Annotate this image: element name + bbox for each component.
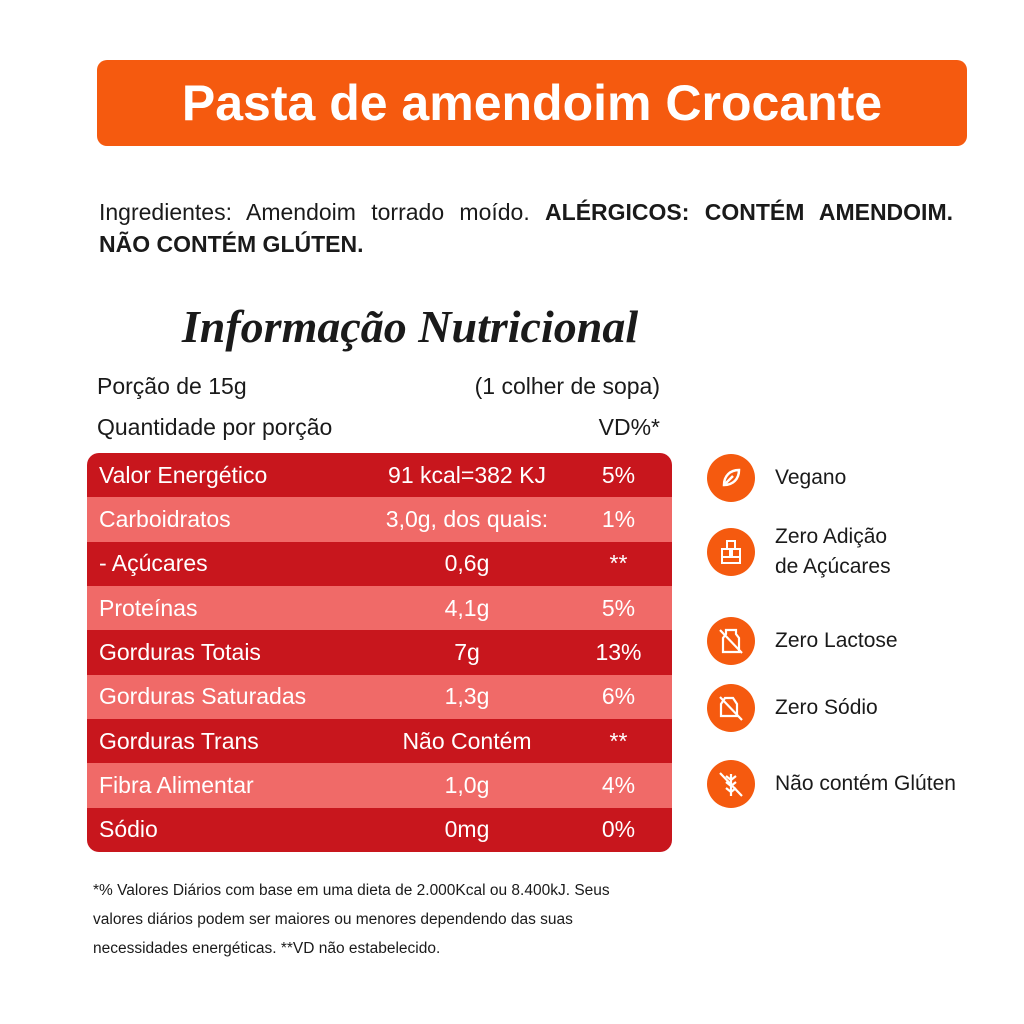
badge-line: Zero Sódio — [775, 696, 878, 719]
badge-label: Zero Adição de Açúcares — [775, 522, 891, 582]
table-row: Sódio 0mg 0% — [87, 807, 672, 852]
nutrient: - Açúcares — [99, 550, 208, 577]
badge-line: Zero Lactose — [775, 629, 898, 652]
nutrition-title: Informação Nutricional — [181, 301, 639, 352]
table-row: Valor Energético 91 kcal=382 KJ 5% — [87, 453, 672, 498]
daily-value: 0% — [601, 816, 636, 843]
portion-row: Porção de 15g (1 colher de sopa) — [97, 373, 660, 400]
badge: Zero Adição de Açúcares — [707, 522, 891, 582]
badge-label: Não contém Glúten — [775, 769, 956, 799]
daily-value: 4% — [601, 771, 636, 798]
nutrient: Carboidratos — [99, 505, 231, 532]
table-row: Gorduras Totais 7g 13% — [87, 630, 672, 675]
amount: 0,6g — [444, 550, 490, 577]
footnote-line: valores diários podem ser maiores ou men… — [93, 911, 573, 928]
badge-icon — [707, 760, 755, 808]
table-row: Proteínas 4,1g 5% — [87, 585, 672, 631]
badge-label: Vegano — [775, 463, 846, 493]
footnote-line: necessidades energéticas. **VD não estab… — [93, 940, 441, 957]
amount: 1,3g — [444, 683, 490, 710]
daily-value: 13% — [595, 638, 642, 665]
table-row: - Açúcares 0,6g ** — [87, 541, 672, 586]
badge: Vegano — [707, 454, 846, 502]
table-row: Gorduras Saturadas 1,3g 6% — [87, 674, 672, 719]
badge-line: Vegano — [775, 466, 847, 489]
badge-icon — [707, 528, 755, 576]
daily-value: ** — [609, 550, 628, 577]
daily-value: 6% — [601, 683, 636, 710]
badge-line: de Açúcares — [775, 555, 891, 578]
vd-label: VD%* — [598, 414, 660, 440]
title-banner: Pasta de amendoim Crocante — [97, 60, 967, 146]
amount: Não Contém — [402, 727, 532, 754]
quantity-label: Quantidade por porção — [97, 414, 333, 440]
amount: 1,0g — [444, 771, 490, 798]
amount: 4,1g — [444, 594, 490, 621]
table-row: Gorduras Trans Não Contém ** — [87, 718, 672, 764]
badge-line: Zero Adição — [775, 525, 888, 548]
badge-label: Zero Sódio — [775, 693, 878, 723]
badge: Zero Sódio — [707, 684, 878, 732]
daily-value: 5% — [601, 461, 636, 488]
daily-value: 5% — [601, 594, 636, 621]
nutrient: Valor Energético — [99, 461, 268, 488]
badge-line: Não contém Glúten — [775, 772, 956, 795]
ingredients: Ingredientes: Amendoim torrado moído. AL… — [99, 196, 953, 260]
footnote: *% Valores Diários com base em uma dieta… — [93, 876, 610, 963]
quantity-row: Quantidade por porção VD%* — [97, 414, 660, 441]
table-row: Fibra Alimentar 1,0g 4% — [87, 763, 672, 808]
portion: Porção de 15g — [97, 373, 247, 399]
nutrient: Gorduras Totais — [99, 638, 261, 665]
ingredients-text: Ingredientes: Amendoim torrado moído. — [99, 199, 530, 225]
nutrient: Gorduras Trans — [99, 727, 259, 754]
nutrient: Proteínas — [99, 594, 198, 621]
amount: 3,0g, dos quais: — [385, 505, 549, 532]
badge-icon — [707, 454, 755, 502]
badge: Zero Lactose — [707, 617, 898, 665]
amount: 7g — [454, 638, 480, 665]
footnote-line: *% Valores Diários com base em uma dieta… — [93, 882, 610, 899]
badge: Não contém Glúten — [707, 760, 956, 808]
nutrient: Sódio — [99, 816, 158, 843]
badge-label: Zero Lactose — [775, 626, 898, 656]
daily-value: ** — [609, 727, 628, 754]
amount: 91 kcal=382 KJ — [388, 461, 546, 488]
table-row: Carboidratos 3,0g, dos quais: 1% — [87, 497, 672, 542]
badge-icon — [707, 617, 755, 665]
nutrient: Gorduras Saturadas — [99, 683, 307, 710]
nutrition-table: Valor Energético 91 kcal=382 KJ 5% Carboidr… — [87, 453, 672, 852]
amount: 0mg — [444, 816, 490, 843]
badge-icon — [707, 684, 755, 732]
daily-value: 1% — [601, 505, 636, 532]
nutrient: Fibra Alimentar — [99, 771, 254, 798]
portion-measure: (1 colher de sopa) — [474, 373, 660, 399]
allergens: ALÉRGICOS: CONTÉM AMENDOIM. NÃO CONTÉM G… — [99, 199, 953, 257]
